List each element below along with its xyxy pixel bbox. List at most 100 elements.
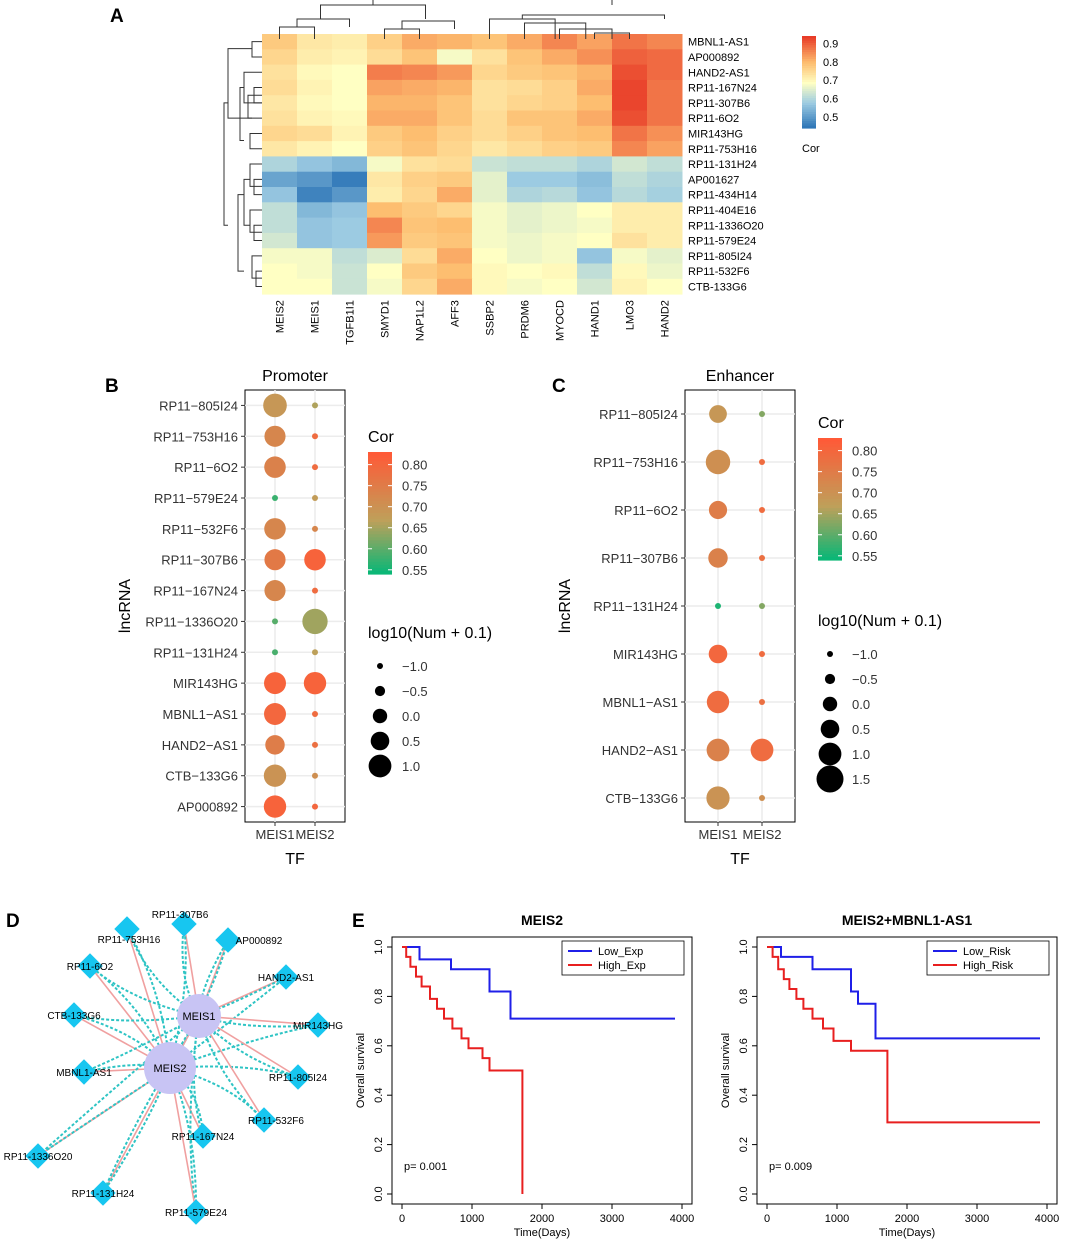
color-legend-slice <box>368 516 392 520</box>
heatmap-cell <box>472 248 508 264</box>
heatmap-cell <box>612 110 648 127</box>
heatmap-cell <box>297 202 333 219</box>
dot-point <box>759 459 765 465</box>
heatmap-cell <box>332 34 368 50</box>
lncrna-label: RP11-805I24 <box>269 1073 328 1084</box>
network-edge-dashed <box>189 1015 200 1213</box>
row-dendrogram-branch <box>243 178 250 226</box>
plot-title: MEIS2+MBNL1-AS1 <box>842 912 973 928</box>
dot-point <box>759 651 765 657</box>
color-legend-slice <box>368 519 392 523</box>
legend-label: Low_Exp <box>598 946 643 958</box>
dot-point <box>708 500 728 520</box>
heatmap-cell <box>647 217 683 234</box>
dot-point <box>302 608 328 635</box>
column-label: MYOCD <box>555 300 567 341</box>
color-legend-slice <box>368 561 392 566</box>
dot-point <box>312 433 318 440</box>
color-legend-slice <box>818 535 842 540</box>
heatmap-cell <box>542 202 578 219</box>
x-axis-title: TF <box>285 851 305 868</box>
heatmap-cell <box>297 278 333 295</box>
heatmap-cell <box>647 79 683 96</box>
column-label: MEIS2 <box>275 300 287 333</box>
y-tick-label: MIR143HG <box>173 676 238 691</box>
heatmap-cell <box>367 141 403 157</box>
x-tick-label: MEIS1 <box>255 827 294 842</box>
y-axis-title: Overall survival <box>355 1033 367 1108</box>
heatmap-cell <box>402 79 438 96</box>
plot-title: Enhancer <box>706 368 775 385</box>
heatmap-cell <box>612 95 648 111</box>
heatmap-cell <box>647 49 683 66</box>
legend-gradient-slice <box>802 82 816 85</box>
survival-curve <box>402 946 524 1194</box>
heatmap-cell <box>437 263 473 280</box>
legend-gradient-slice <box>802 84 816 88</box>
x-tick-label: MEIS2 <box>295 827 334 842</box>
heatmap-cell <box>647 141 683 157</box>
heatmap-cell <box>542 156 578 173</box>
heatmap-cell <box>577 202 613 219</box>
size-legend-label: 1.0 <box>852 747 870 762</box>
color-legend-slice <box>818 468 842 473</box>
color-legend-slice <box>818 520 842 524</box>
panel-letter-c: C <box>552 376 566 397</box>
dot-point <box>272 618 278 625</box>
legend-gradient-slice <box>802 77 816 81</box>
heatmap-cell <box>542 34 578 50</box>
x-tick-label: 0 <box>399 1213 405 1225</box>
heatmap-cell <box>542 278 578 295</box>
heatmap-cell <box>507 232 543 249</box>
heatmap-cell <box>297 156 333 173</box>
lncrna-node <box>114 916 140 942</box>
y-tick-label: RP11−532F6 <box>162 522 238 537</box>
color-legend-tick-label: 0.70 <box>852 486 877 501</box>
size-legend-label: −0.5 <box>852 672 878 687</box>
heatmap-cell <box>577 263 613 280</box>
heatmap-cell <box>367 95 403 111</box>
column-dendrogram-branch <box>521 14 665 19</box>
column-dendrogram-branch <box>320 4 426 19</box>
color-legend-tick-label: 0.65 <box>852 507 877 522</box>
heatmap-cell <box>577 217 613 234</box>
size-legend-label: 0.5 <box>402 734 420 749</box>
x-tick-label: 0 <box>764 1213 770 1225</box>
color-legend-slice <box>818 505 842 509</box>
color-legend-slice <box>818 523 842 528</box>
heatmap-cell <box>297 64 333 81</box>
dot-point <box>304 548 326 571</box>
row-dendrogram-branch <box>253 178 262 196</box>
heatmap-cell <box>367 187 403 203</box>
plot-frame <box>244 389 346 823</box>
x-tick-label: MEIS2 <box>742 827 781 842</box>
heatmap-cell <box>297 79 333 96</box>
heatmap-cell <box>472 263 508 280</box>
heatmap-cell <box>647 278 683 295</box>
color-legend-tick-label: 0.75 <box>852 465 877 480</box>
heatmap-cell <box>262 64 298 81</box>
color-legend-slice <box>818 556 842 561</box>
heatmap-cell <box>507 95 543 111</box>
heatmap-cell <box>647 187 683 203</box>
color-legend-slice <box>818 489 842 494</box>
color-legend-slice <box>818 526 842 531</box>
heatmap-cell <box>437 278 473 295</box>
heatmap-cell <box>367 64 403 81</box>
row-label: RP11-1336O20 <box>688 220 764 232</box>
row-label: RP11-404E16 <box>688 205 756 217</box>
column-label: LMO3 <box>625 300 637 330</box>
size-legend-dot <box>368 754 392 778</box>
size-legend-dot <box>816 765 844 793</box>
heatmap-cell <box>542 263 578 280</box>
color-legend-slice <box>368 543 392 548</box>
row-label: HAND2-AS1 <box>688 67 750 79</box>
legend-tick-label: 0.6 <box>823 94 838 106</box>
color-legend-tick-label: 0.55 <box>402 563 427 578</box>
color-legend-slice <box>368 500 392 505</box>
y-tick-label: 1.0 <box>373 939 385 954</box>
heatmap-cell <box>332 278 368 295</box>
heatmap-cell <box>612 125 648 142</box>
color-legend-tick-label: 0.80 <box>402 458 427 473</box>
color-legend-slice <box>818 508 842 512</box>
